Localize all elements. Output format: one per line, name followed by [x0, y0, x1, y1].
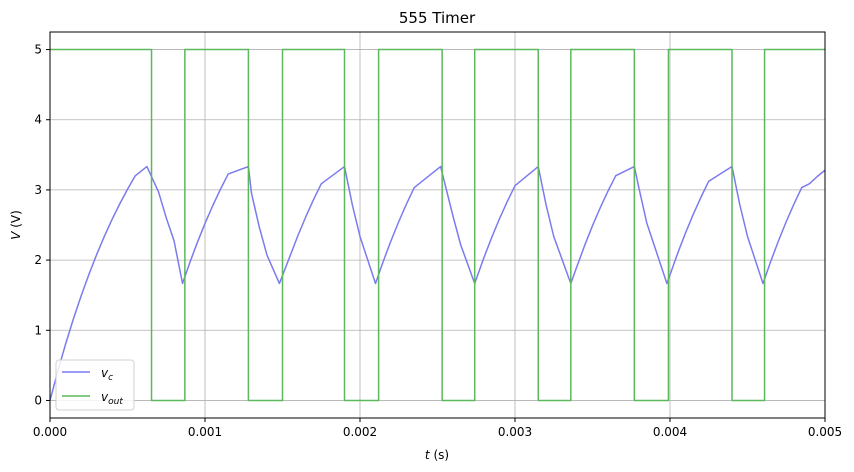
x-tick-label: 0.002 — [343, 425, 377, 439]
grid — [49, 32, 826, 418]
series-line-vout — [50, 48, 825, 402]
y-tick-label: 2 — [34, 253, 42, 267]
x-axis-label: t (s) — [425, 448, 449, 462]
x-tick-label: 0.004 — [653, 425, 687, 439]
series-layer — [49, 48, 826, 402]
legend-label-vc: vc — [101, 366, 113, 383]
x-tick-label: 0.003 — [498, 425, 532, 439]
y-tick-label: 5 — [34, 43, 42, 57]
legend: vc vout — [55, 359, 135, 411]
chart-title: 555 Timer — [399, 9, 476, 27]
x-axis: 0.000 0.001 0.002 0.003 0.004 0.005 — [33, 418, 842, 439]
x-tick-label: 0.005 — [808, 425, 842, 439]
y-axis-label: V (V) — [9, 210, 23, 240]
y-tick-label: 0 — [34, 393, 42, 407]
y-axis: 0 1 2 3 4 5 — [34, 43, 50, 407]
x-tick-label: 0.001 — [188, 425, 222, 439]
y-tick-label: 4 — [34, 113, 42, 127]
y-tick-label: 3 — [34, 183, 42, 197]
plot-frame — [49, 31, 826, 419]
y-tick-label: 1 — [34, 323, 42, 337]
x-tick-label: 0.000 — [33, 425, 67, 439]
series-line-vc — [49, 165, 826, 401]
legend-label-vout: vout — [101, 390, 123, 407]
